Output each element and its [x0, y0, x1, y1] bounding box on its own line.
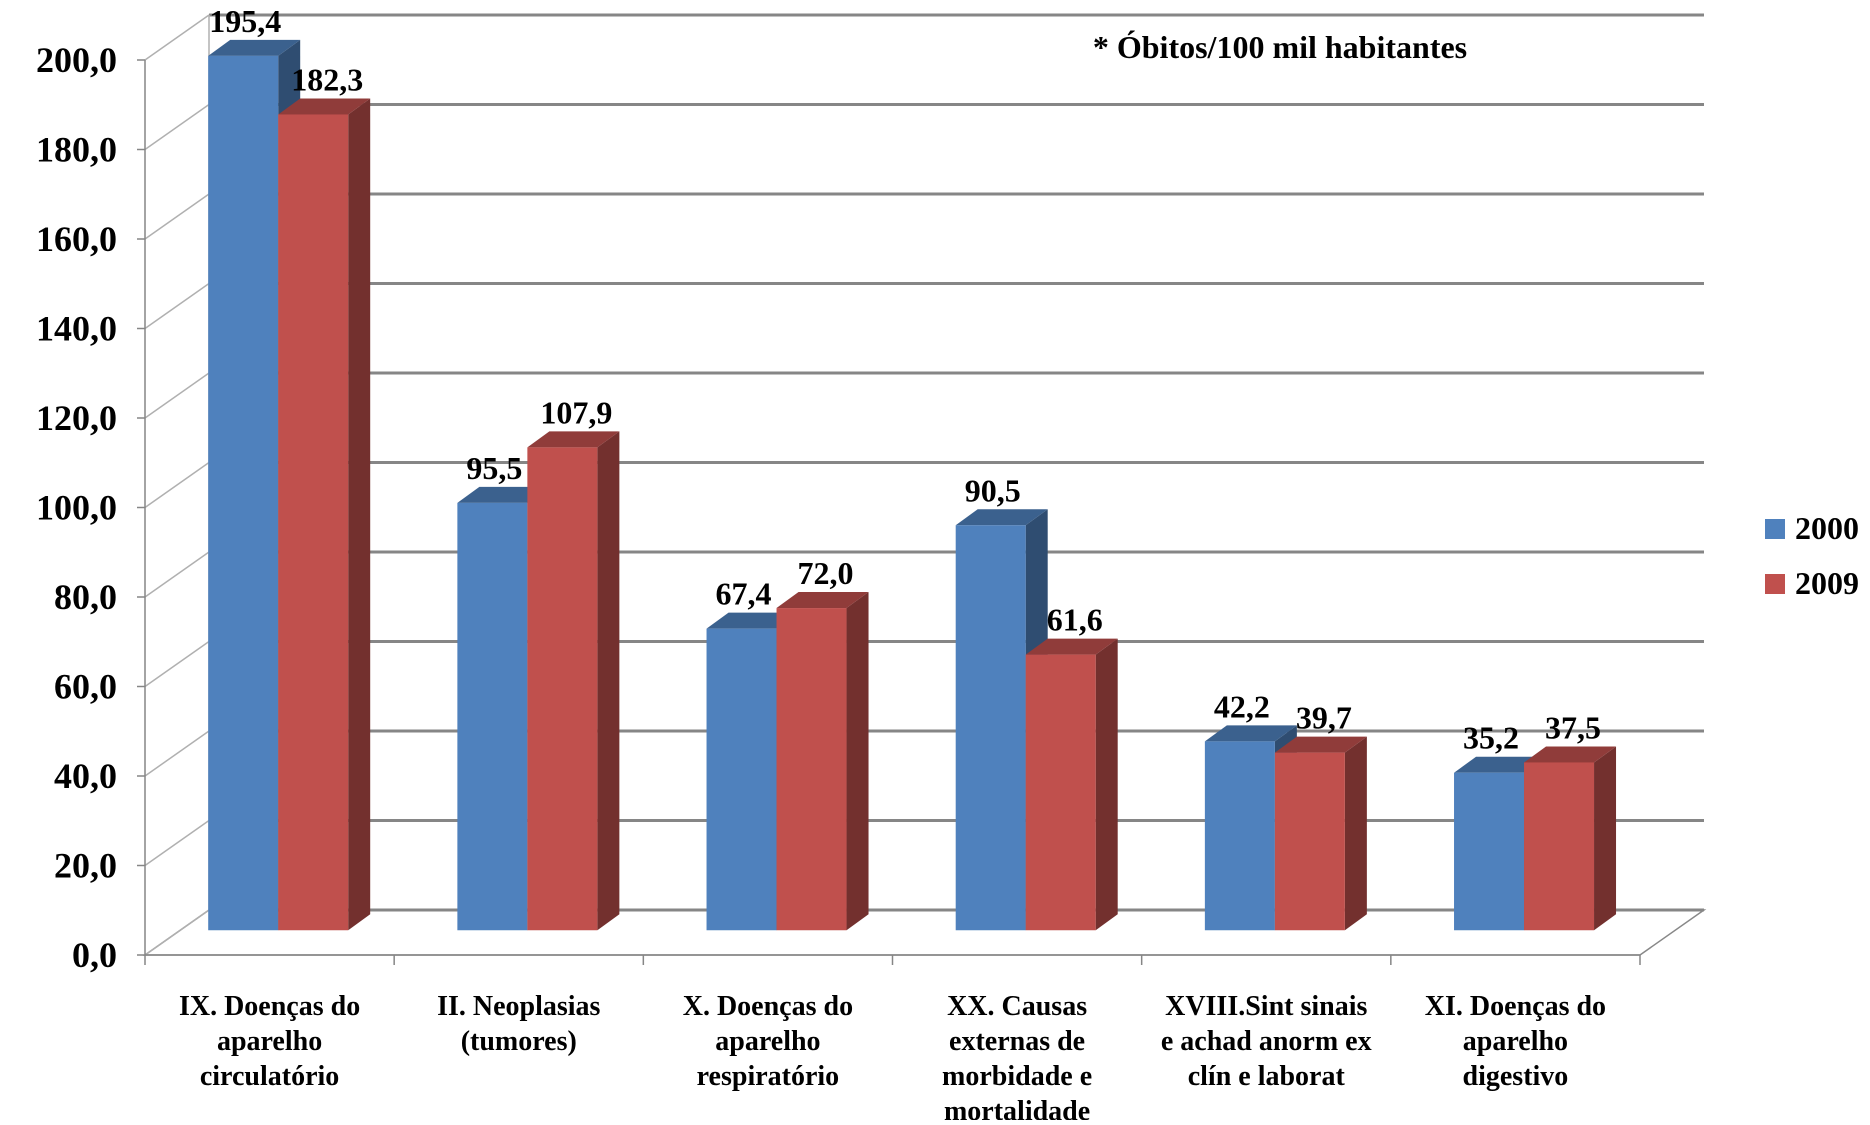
data-label-2009: 182,3	[291, 61, 363, 97]
legend-label-2009: 2009	[1795, 565, 1859, 601]
data-label-2000: 90,5	[965, 472, 1021, 508]
bar-top	[776, 592, 869, 609]
gridline-side	[144, 730, 210, 777]
gridline-side	[144, 640, 210, 688]
bar-front	[1025, 654, 1096, 931]
data-labels: 195,4 182,3 95,5 107,9 67,4 72,0 90,5 61,6 42,2 3…	[209, 3, 1601, 756]
bar-front	[527, 447, 598, 931]
data-label-2000: 195,4	[209, 3, 281, 39]
bar-front	[1274, 752, 1345, 931]
gridline-side	[144, 461, 210, 509]
bar-side	[597, 431, 620, 931]
bar-front	[278, 114, 349, 931]
bar-top	[706, 612, 799, 629]
bar-top	[955, 509, 1048, 526]
bar-top	[457, 486, 550, 503]
gridline-side	[144, 193, 210, 240]
bar-front	[1204, 741, 1275, 931]
gridline-side	[144, 551, 210, 598]
gridline-side	[144, 819, 210, 867]
bar-side	[846, 592, 869, 931]
y-tick-label: 200,0	[36, 40, 117, 80]
units-annotation: * Óbitos/100 mil habitantes	[1093, 29, 1467, 65]
bar-top	[208, 39, 301, 56]
y-tick-label: 120,0	[36, 398, 117, 438]
gridline-side	[144, 372, 210, 419]
legend-label-2000: 2000	[1795, 510, 1859, 546]
data-label-2009: 39,7	[1296, 700, 1352, 736]
bar-top	[1524, 746, 1617, 763]
bar-front	[776, 608, 847, 931]
gridline-side	[144, 103, 210, 151]
category-label: XVIII.Sint sinais e achad anorm ex clín e …	[1161, 991, 1372, 1092]
bar-side	[348, 98, 371, 931]
bar-front	[955, 525, 1026, 931]
category-label: II. Neoplasias (tumores)	[437, 991, 600, 1057]
y-tick-label: 0,0	[72, 935, 117, 975]
data-label-2000: 35,2	[1463, 720, 1519, 756]
bar-front	[208, 55, 279, 931]
y-tick-label: 180,0	[36, 130, 117, 170]
bar-2009-cat-4	[1025, 638, 1118, 931]
y-tick-label: 100,0	[36, 488, 117, 528]
data-label-2000: 67,4	[716, 576, 772, 612]
data-label-2009: 72,0	[798, 555, 854, 591]
bar-side	[1095, 638, 1118, 931]
bar-2009-cat-2	[527, 431, 620, 931]
bar-top	[1025, 638, 1118, 655]
bar-front	[1524, 762, 1595, 931]
bar-top	[1454, 756, 1547, 773]
gridline-side	[144, 909, 210, 956]
y-tick-label: 60,0	[54, 667, 117, 707]
bar-top	[1204, 725, 1297, 742]
gridline-side	[144, 14, 210, 61]
y-tick-label: 140,0	[36, 309, 117, 349]
bars	[208, 39, 1617, 931]
category-labels: IX. Doenças do aparelho circulatório II. Ne…	[179, 991, 1606, 1125]
data-label-2009: 37,5	[1545, 709, 1601, 745]
y-tick-label: 40,0	[54, 756, 117, 796]
bar-front	[1454, 772, 1525, 931]
bar-top	[1274, 736, 1367, 753]
bar-2009-cat-6	[1524, 746, 1617, 931]
data-label-2009: 107,9	[540, 394, 612, 430]
y-tick-label: 160,0	[36, 219, 117, 259]
bar-top	[527, 431, 620, 448]
bar-top	[278, 98, 371, 115]
gridline-side	[144, 282, 210, 330]
legend: 2000 2009	[1765, 510, 1859, 601]
bar-front	[706, 628, 777, 931]
legend-swatch-2009	[1765, 574, 1785, 594]
legend-swatch-2000	[1765, 519, 1785, 539]
bar-2009-cat-5	[1274, 736, 1367, 931]
data-label-2009: 61,6	[1047, 602, 1103, 638]
bar-front	[457, 502, 528, 931]
bar-side	[1594, 746, 1617, 931]
y-tick-label: 20,0	[54, 846, 117, 886]
category-label: IX. Doenças do aparelho circulatório	[179, 991, 360, 1092]
bar-side	[1344, 736, 1367, 931]
bar-2009-cat-1	[278, 98, 371, 931]
bar-2009-cat-3	[776, 592, 869, 931]
data-label-2000: 95,5	[466, 450, 522, 486]
category-label: X. Doenças do aparelho respiratório	[683, 991, 853, 1092]
data-label-2000: 42,2	[1214, 688, 1270, 724]
y-tick-labels: 0,0 20,0 40,0 60,0 80,0 100,0 120,0 140,0 160,0 1…	[36, 40, 117, 975]
category-label: XI. Doenças do aparelho digestivo	[1425, 991, 1606, 1092]
y-tick-label: 80,0	[54, 577, 117, 617]
category-label: XX. Causas externas de morbidade e mortalid…	[942, 991, 1092, 1120]
